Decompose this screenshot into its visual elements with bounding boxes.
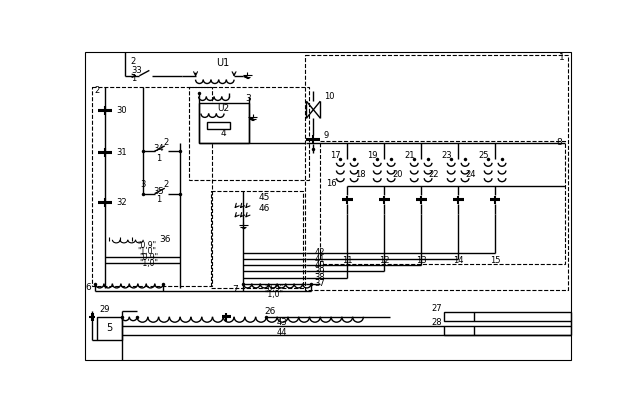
Bar bbox=[92, 88, 212, 286]
Text: 26: 26 bbox=[264, 307, 276, 316]
Text: 21: 21 bbox=[404, 151, 415, 160]
Text: 34: 34 bbox=[154, 144, 164, 153]
Text: 12: 12 bbox=[379, 256, 390, 265]
Text: 43: 43 bbox=[276, 318, 287, 328]
Text: 8: 8 bbox=[556, 138, 562, 147]
Text: 16: 16 bbox=[326, 179, 337, 188]
Text: 1: 1 bbox=[156, 154, 161, 163]
Text: "0,9": "0,9" bbox=[139, 253, 158, 262]
Text: 1: 1 bbox=[559, 53, 565, 62]
Text: 27: 27 bbox=[431, 304, 442, 313]
Text: 35: 35 bbox=[154, 187, 164, 196]
Text: 37: 37 bbox=[314, 279, 325, 288]
Bar bbox=[198, 103, 249, 143]
Text: 15: 15 bbox=[490, 256, 500, 265]
Text: 19: 19 bbox=[367, 151, 378, 160]
Text: 18: 18 bbox=[355, 170, 365, 179]
Text: 4: 4 bbox=[220, 129, 226, 138]
Text: 39: 39 bbox=[314, 267, 324, 276]
Text: 40: 40 bbox=[314, 261, 324, 270]
Text: "0,9": "0,9" bbox=[138, 241, 157, 249]
Text: "1,0": "1,0" bbox=[139, 259, 158, 268]
Text: 31: 31 bbox=[116, 148, 127, 157]
Text: 41: 41 bbox=[314, 254, 324, 264]
Text: 29: 29 bbox=[99, 305, 110, 314]
Bar bbox=[211, 191, 303, 287]
Text: 24: 24 bbox=[466, 170, 476, 179]
Bar bbox=[97, 317, 122, 340]
Text: "1,0": "1,0" bbox=[264, 290, 284, 299]
Bar bbox=[207, 122, 230, 129]
Text: 2: 2 bbox=[164, 138, 169, 147]
Text: 2: 2 bbox=[164, 180, 169, 189]
Bar bbox=[444, 326, 474, 335]
Text: 46: 46 bbox=[259, 204, 270, 213]
Text: 38: 38 bbox=[314, 273, 325, 282]
Text: 5: 5 bbox=[106, 323, 113, 333]
Text: 14: 14 bbox=[453, 256, 463, 265]
Text: 13: 13 bbox=[416, 256, 426, 265]
Text: 30: 30 bbox=[116, 106, 127, 115]
Text: 28: 28 bbox=[431, 318, 442, 327]
Text: 44: 44 bbox=[276, 328, 287, 337]
Text: 10: 10 bbox=[324, 92, 335, 101]
Bar bbox=[189, 88, 308, 180]
Text: 17: 17 bbox=[330, 151, 341, 160]
Text: U1: U1 bbox=[216, 58, 229, 68]
Text: 23: 23 bbox=[442, 151, 452, 160]
Text: 1: 1 bbox=[156, 195, 161, 204]
Text: 6: 6 bbox=[85, 283, 91, 292]
Text: 45: 45 bbox=[259, 193, 270, 202]
Text: 42: 42 bbox=[314, 248, 324, 257]
Bar bbox=[305, 55, 568, 290]
Text: 36: 36 bbox=[159, 234, 170, 243]
Text: 1: 1 bbox=[131, 74, 136, 83]
Text: 9: 9 bbox=[323, 131, 328, 140]
Text: 2: 2 bbox=[95, 86, 100, 95]
Text: "0,9": "0,9" bbox=[264, 284, 284, 293]
Text: 2: 2 bbox=[131, 57, 136, 66]
Text: 7: 7 bbox=[232, 284, 238, 293]
Text: "1,0": "1,0" bbox=[138, 247, 157, 256]
Text: 3: 3 bbox=[141, 180, 146, 189]
Bar bbox=[444, 312, 474, 322]
Text: 32: 32 bbox=[116, 198, 127, 207]
Text: 3: 3 bbox=[246, 94, 252, 103]
Text: U2: U2 bbox=[217, 105, 229, 114]
Text: 22: 22 bbox=[429, 170, 440, 179]
Text: 20: 20 bbox=[392, 170, 403, 179]
Bar bbox=[320, 141, 565, 265]
Text: 25: 25 bbox=[479, 151, 489, 160]
Text: 33: 33 bbox=[131, 66, 141, 75]
Text: 11: 11 bbox=[342, 256, 353, 265]
